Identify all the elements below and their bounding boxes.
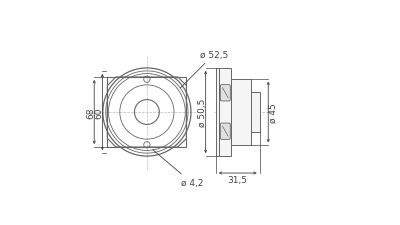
Bar xyxy=(220,69,231,156)
Text: 31,5: 31,5 xyxy=(228,176,248,184)
Text: ø 4,2: ø 4,2 xyxy=(153,150,203,188)
Bar xyxy=(251,92,260,133)
Text: 60: 60 xyxy=(94,107,103,118)
FancyBboxPatch shape xyxy=(220,124,230,140)
Text: ø 45: ø 45 xyxy=(269,103,278,122)
Bar xyxy=(107,78,186,147)
Bar xyxy=(231,79,251,146)
Text: 68: 68 xyxy=(86,107,95,118)
FancyBboxPatch shape xyxy=(220,85,230,101)
Text: ø 52,5: ø 52,5 xyxy=(180,50,228,89)
Text: ø 50,5: ø 50,5 xyxy=(198,98,206,127)
Bar xyxy=(216,69,220,156)
